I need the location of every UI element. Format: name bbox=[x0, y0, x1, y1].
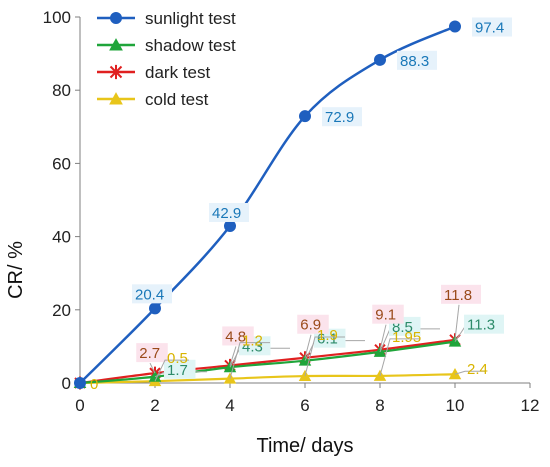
data-label: 20.4 bbox=[135, 286, 164, 303]
data-label: 6.1 bbox=[317, 331, 338, 348]
legend-marker bbox=[109, 64, 123, 80]
series-line bbox=[79, 340, 456, 385]
y-axis-title: CR/ % bbox=[5, 241, 27, 299]
legend-marker bbox=[109, 92, 123, 105]
leader-line bbox=[454, 370, 485, 375]
series-line bbox=[79, 373, 456, 385]
data-label-bg bbox=[297, 314, 329, 334]
x-tick-label: 8 bbox=[375, 396, 384, 415]
leader-line bbox=[304, 336, 345, 377]
legend-label: sunlight test bbox=[145, 9, 236, 28]
y-tick-label: 80 bbox=[52, 81, 71, 100]
data-labels-layer: 20.442.972.988.397.41.74.3 6.18.5 11.32.74… bbox=[90, 17, 512, 393]
y-tick-label: 20 bbox=[52, 301, 71, 320]
legend-item: sunlight test bbox=[97, 9, 236, 28]
labels-sunlight-test: 20.4 42.9 72.9 88.3 97.4 bbox=[132, 17, 512, 304]
leader-line bbox=[149, 362, 156, 374]
data-label-bg bbox=[464, 314, 504, 334]
data-label-bg bbox=[372, 304, 404, 324]
x-tick-label: 4 bbox=[225, 396, 234, 415]
data-label-bg bbox=[136, 343, 168, 363]
data-point bbox=[299, 110, 311, 123]
data-point bbox=[148, 370, 162, 382]
data-label-bg bbox=[472, 17, 512, 37]
data-point bbox=[449, 20, 461, 33]
data-label: 1.2 bbox=[242, 333, 263, 350]
data-label: 4.8 bbox=[225, 328, 246, 345]
data-point bbox=[149, 302, 161, 315]
data-point bbox=[374, 53, 386, 66]
x-axis-title: Time/ days bbox=[256, 435, 353, 457]
data-label: 42.9 bbox=[212, 205, 241, 222]
leader-line bbox=[229, 346, 237, 366]
y-tick-label: 0 bbox=[62, 374, 71, 393]
data-label: 0.5 bbox=[167, 350, 188, 367]
legend-item: shadow test bbox=[97, 36, 236, 55]
y-tick-label: 40 bbox=[52, 228, 71, 247]
labels-cold-test: 0 0.5 1.2 1.9 1.95 2.4 bbox=[90, 327, 488, 393]
x-tick-label: 2 bbox=[150, 396, 159, 415]
y-tick-label: 60 bbox=[52, 154, 71, 173]
data-label: 6.9 bbox=[300, 317, 321, 334]
x-tick-label: 0 bbox=[75, 396, 84, 415]
legend-item: dark test bbox=[97, 63, 210, 82]
data-label: 11.3 bbox=[467, 317, 495, 334]
data-label: 2.7 bbox=[139, 345, 160, 362]
legend-marker bbox=[110, 12, 122, 24]
data-label-bg bbox=[132, 284, 172, 304]
data-label: 9.1 bbox=[375, 307, 396, 324]
data-label: 1.95 bbox=[392, 329, 421, 346]
data-label-bg bbox=[322, 107, 362, 127]
data-label: 11.8 bbox=[444, 287, 472, 304]
axes: 0 2 4 6 8 10 12 0 20 40 60 80 100 bbox=[43, 8, 540, 415]
data-label-bg bbox=[222, 326, 254, 346]
data-label-bg bbox=[164, 359, 196, 379]
legend-label: cold test bbox=[145, 90, 209, 109]
leader-line bbox=[454, 304, 460, 340]
data-point bbox=[448, 367, 462, 380]
legend: sunlight test shadow test dark test cold te… bbox=[97, 9, 236, 109]
leader-line bbox=[229, 342, 270, 379]
x-tick-label: 10 bbox=[446, 396, 465, 415]
data-label: 1.7 bbox=[167, 362, 188, 379]
data-label: 97.4 bbox=[475, 20, 504, 37]
data-point bbox=[224, 219, 236, 232]
labels-dark-test: 2.7 4.8 6.9 9.1 11.8 bbox=[136, 284, 481, 374]
leader-line bbox=[304, 334, 312, 358]
data-label: 1.9 bbox=[317, 327, 338, 344]
data-label-bg bbox=[397, 50, 437, 70]
data-label: 0 bbox=[90, 376, 98, 393]
data-label-bg bbox=[209, 202, 249, 222]
legend-item: cold test bbox=[97, 90, 209, 109]
x-tick-label: 12 bbox=[521, 396, 540, 415]
series-sunlight-test bbox=[74, 20, 461, 389]
data-label-bg bbox=[441, 284, 481, 304]
legend-label: shadow test bbox=[145, 36, 236, 55]
y-tick-label: 100 bbox=[43, 8, 71, 27]
legend-label: dark test bbox=[145, 63, 210, 82]
data-label: 2.4 bbox=[467, 361, 488, 378]
leader-line bbox=[379, 324, 387, 350]
leader-line bbox=[154, 359, 189, 382]
leader-line bbox=[379, 338, 420, 376]
data-label: 88.3 bbox=[400, 53, 429, 70]
data-label: 72.9 bbox=[325, 109, 354, 126]
legend-marker bbox=[109, 38, 123, 51]
x-tick-label: 6 bbox=[300, 396, 309, 415]
data-point bbox=[74, 377, 86, 389]
